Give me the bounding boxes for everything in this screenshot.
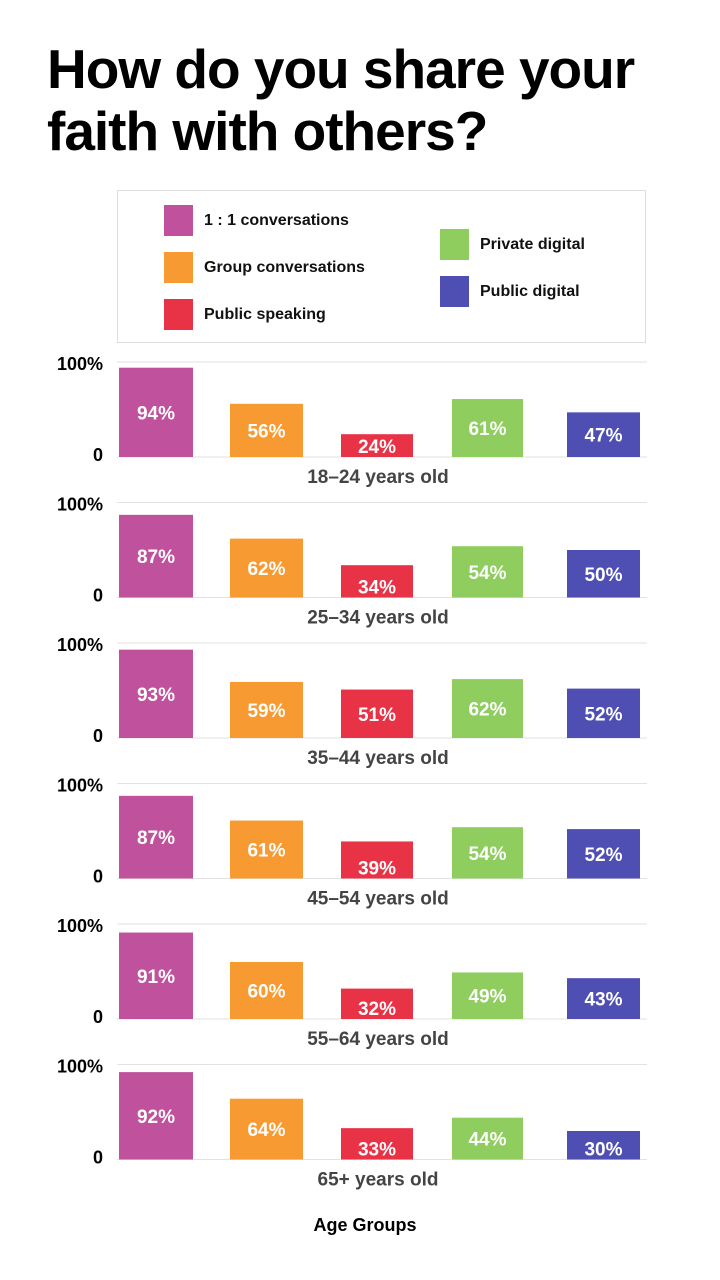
legend-item-group: Group conversations — [164, 252, 365, 283]
data-label-18-24-years-old-series-3: 61% — [468, 419, 506, 440]
legend-label-1on1: 1 : 1 conversations — [204, 211, 349, 229]
data-label-25-34-years-old-series-2: 34% — [358, 578, 396, 599]
y-tick-label-0: 0 — [93, 1148, 103, 1168]
data-label-18-24-years-old-series-0: 94% — [137, 403, 175, 424]
bar-35-44-years-old-series-4 — [567, 688, 640, 738]
data-label-45-54-years-old-series-4: 52% — [584, 845, 622, 866]
legend-swatch-1on1 — [164, 205, 193, 236]
x-category-label-45-54-years-old: 45–54 years old — [307, 889, 449, 910]
bar-55-64-years-old-series-0 — [119, 932, 193, 1019]
bar-18-24-years-old-series-2 — [341, 434, 413, 457]
bar-25-34-years-old-series-1 — [230, 538, 303, 598]
x-category-label-55-64-years-old: 55–64 years old — [307, 1029, 449, 1050]
data-label-18-24-years-old-series-2: 24% — [358, 437, 396, 458]
data-label-35-44-years-old-series-1: 59% — [247, 701, 285, 722]
data-label-65plus-years-old-series-3: 44% — [468, 1130, 506, 1151]
bar-45-54-years-old-series-4 — [567, 829, 640, 879]
data-label-55-64-years-old-series-2: 32% — [358, 999, 396, 1020]
legend-item-public-digital: Public digital — [440, 276, 580, 307]
bar-18-24-years-old-series-3 — [452, 399, 523, 457]
legend-swatch-private-digital — [440, 229, 469, 260]
legend-label-group: Group conversations — [204, 258, 365, 276]
data-label-35-44-years-old-series-2: 51% — [358, 705, 396, 726]
legend-label-public-digital: Public digital — [480, 282, 580, 300]
bar-35-44-years-old-series-3 — [452, 679, 523, 738]
bar-45-54-years-old-series-1 — [230, 820, 303, 879]
data-label-45-54-years-old-series-0: 87% — [137, 828, 175, 849]
bar-35-44-years-old-series-0 — [119, 649, 193, 738]
y-tick-label-100: 100% — [57, 354, 103, 374]
x-category-label-25-34-years-old: 25–34 years old — [307, 608, 449, 629]
legend-label-private-digital: Private digital — [480, 235, 585, 253]
data-label-55-64-years-old-series-0: 91% — [137, 967, 175, 988]
bar-55-64-years-old-series-1 — [230, 962, 303, 1019]
y-tick-label-100: 100% — [57, 635, 103, 655]
data-label-35-44-years-old-series-4: 52% — [584, 704, 622, 725]
bar-35-44-years-old-series-2 — [341, 689, 413, 738]
bar-18-24-years-old-series-0 — [119, 367, 193, 457]
x-axis-title: Age Groups — [313, 1215, 417, 1235]
y-tick-label-100: 100% — [57, 1057, 103, 1077]
bar-25-34-years-old-series-0 — [119, 514, 193, 598]
y-tick-label-0: 0 — [93, 726, 103, 746]
data-label-35-44-years-old-series-3: 62% — [468, 700, 506, 721]
bar-35-44-years-old-series-1 — [230, 681, 303, 738]
legend-swatch-group — [164, 252, 193, 283]
data-label-55-64-years-old-series-1: 60% — [247, 982, 285, 1003]
bar-25-34-years-old-series-4 — [567, 550, 640, 598]
data-label-25-34-years-old-series-4: 50% — [584, 565, 622, 586]
legend-swatch-public-digital — [440, 276, 469, 307]
bar-25-34-years-old-series-2 — [341, 565, 413, 598]
data-label-18-24-years-old-series-4: 47% — [584, 426, 622, 447]
y-tick-label-0: 0 — [93, 586, 103, 606]
legend-item-private-digital: Private digital — [440, 229, 585, 260]
data-label-65plus-years-old-series-4: 30% — [584, 1140, 622, 1161]
bar-55-64-years-old-series-3 — [452, 972, 523, 1019]
x-category-label-35-44-years-old: 35–44 years old — [307, 748, 449, 769]
data-label-45-54-years-old-series-1: 61% — [247, 841, 285, 862]
data-label-55-64-years-old-series-4: 43% — [584, 990, 622, 1011]
bar-65plus-years-old-series-3 — [452, 1117, 523, 1160]
bar-65plus-years-old-series-4 — [567, 1131, 640, 1160]
data-label-25-34-years-old-series-1: 62% — [247, 559, 285, 580]
y-tick-label-0: 0 — [93, 1007, 103, 1027]
legend-item-1on1: 1 : 1 conversations — [164, 205, 349, 236]
bar-25-34-years-old-series-3 — [452, 546, 523, 598]
bar-65plus-years-old-series-0 — [119, 1072, 193, 1160]
bar-65plus-years-old-series-2 — [341, 1128, 413, 1160]
bar-45-54-years-old-series-3 — [452, 827, 523, 879]
data-label-65plus-years-old-series-0: 92% — [137, 1107, 175, 1128]
bar-55-64-years-old-series-2 — [341, 988, 413, 1019]
data-label-25-34-years-old-series-0: 87% — [137, 547, 175, 568]
legend-item-public-speaking: Public speaking — [164, 299, 326, 330]
legend-swatch-public-speaking — [164, 299, 193, 330]
bar-65plus-years-old-series-1 — [230, 1098, 303, 1160]
y-tick-label-100: 100% — [57, 776, 103, 796]
bar-18-24-years-old-series-4 — [567, 412, 640, 457]
legend-label-public-speaking: Public speaking — [204, 305, 326, 323]
y-tick-label-0: 0 — [93, 445, 103, 465]
data-label-18-24-years-old-series-1: 56% — [247, 421, 285, 442]
data-label-45-54-years-old-series-2: 39% — [358, 859, 396, 880]
bar-45-54-years-old-series-0 — [119, 795, 193, 879]
data-label-55-64-years-old-series-3: 49% — [468, 987, 506, 1008]
data-label-45-54-years-old-series-3: 54% — [468, 844, 506, 865]
data-label-65plus-years-old-series-2: 33% — [358, 1140, 396, 1161]
bar-18-24-years-old-series-1 — [230, 403, 303, 457]
bar-45-54-years-old-series-2 — [341, 841, 413, 879]
bar-55-64-years-old-series-4 — [567, 978, 640, 1019]
legend: 1 : 1 conversations Group conversations … — [117, 190, 646, 343]
x-category-label-18-24-years-old: 18–24 years old — [307, 467, 449, 488]
data-label-25-34-years-old-series-3: 54% — [468, 563, 506, 584]
y-tick-label-0: 0 — [93, 867, 103, 887]
data-label-65plus-years-old-series-1: 64% — [247, 1120, 285, 1141]
y-tick-label-100: 100% — [57, 495, 103, 515]
chart-title: How do you share your faith with others? — [47, 38, 635, 162]
y-tick-label-100: 100% — [57, 916, 103, 936]
x-category-label-65plus-years-old: 65+ years old — [318, 1170, 439, 1191]
data-label-35-44-years-old-series-0: 93% — [137, 685, 175, 706]
